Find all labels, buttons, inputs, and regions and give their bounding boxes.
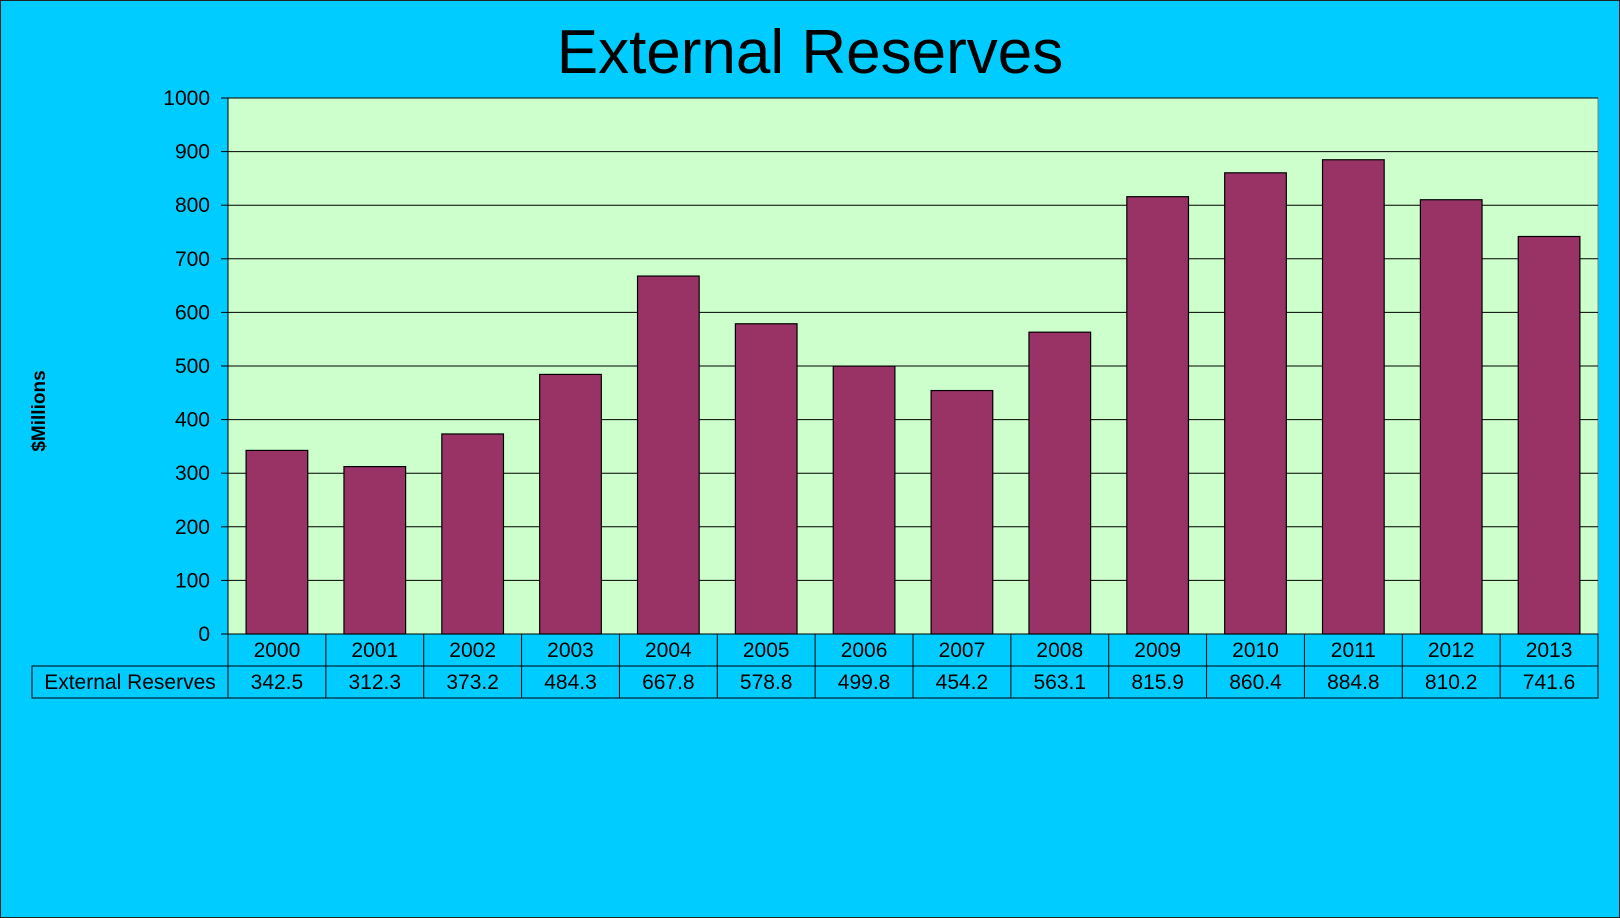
x-tick-label: 2006 xyxy=(841,639,888,662)
y-axis-label: $Millions xyxy=(29,370,50,451)
x-tick-label: 2000 xyxy=(254,639,301,662)
x-tick-label: 2009 xyxy=(1134,639,1181,662)
x-tick-label: 2004 xyxy=(645,639,692,662)
table-value-cell: 454.2 xyxy=(936,671,989,694)
bar-2006 xyxy=(832,365,896,635)
table-value-cell: 860.4 xyxy=(1229,671,1282,694)
x-tick-label: 2012 xyxy=(1428,639,1475,662)
chart-title: External Reserves xyxy=(556,18,1064,87)
bar-2003 xyxy=(539,373,602,635)
y-tick-label: 400 xyxy=(175,409,210,432)
x-tick-label: 2003 xyxy=(547,639,594,662)
bar-2008 xyxy=(1028,331,1092,635)
bar-2009 xyxy=(1126,196,1190,635)
y-tick-label: 900 xyxy=(175,141,210,164)
table-value-cell: 312.3 xyxy=(349,671,402,694)
y-tick-label: 0 xyxy=(198,623,210,646)
y-tick-label: 200 xyxy=(175,516,210,539)
bar-2005 xyxy=(734,323,798,635)
bar-2007 xyxy=(930,389,994,635)
bar-2011 xyxy=(1321,159,1385,635)
x-tick-label: 2007 xyxy=(939,639,986,662)
table-value-cell: 884.8 xyxy=(1327,671,1380,694)
y-tick-label: 700 xyxy=(175,248,210,271)
table-value-cell: 373.2 xyxy=(446,671,499,694)
x-tick-label: 2010 xyxy=(1232,639,1279,662)
table-value-cell: 667.8 xyxy=(642,671,695,694)
table-value-cell: 810.2 xyxy=(1425,671,1478,694)
bar-2010 xyxy=(1224,172,1287,635)
table-value-cell: 563.1 xyxy=(1034,671,1087,694)
bar-2013 xyxy=(1517,235,1581,635)
table-value-cell: 578.8 xyxy=(740,671,793,694)
table-value-cell: 815.9 xyxy=(1131,671,1184,694)
y-tick-label: 1000 xyxy=(163,87,210,110)
y-tick-label: 800 xyxy=(175,194,210,217)
x-tick-label: 2011 xyxy=(1331,639,1376,662)
x-tick-label: 2002 xyxy=(449,639,496,662)
x-tick-label: 2013 xyxy=(1526,639,1573,662)
y-tick-label: 500 xyxy=(175,355,210,378)
y-tick-label: 100 xyxy=(175,569,210,592)
table-value-cell: 484.3 xyxy=(544,671,597,694)
table-value-cell: 741.6 xyxy=(1523,671,1576,694)
x-tick-label: 2001 xyxy=(351,639,398,662)
bar-2012 xyxy=(1419,199,1483,635)
table-row-label: External Reserves xyxy=(44,671,216,694)
x-tick-label: 2005 xyxy=(743,639,790,662)
x-tick-label: 2008 xyxy=(1036,639,1083,662)
bar-2000 xyxy=(245,449,309,635)
table-value-cell: 499.8 xyxy=(838,671,891,694)
y-tick-label: 600 xyxy=(175,301,210,324)
bar-2002 xyxy=(441,433,505,635)
table-value-cell: 342.5 xyxy=(251,671,304,694)
y-tick-label: 300 xyxy=(175,462,210,485)
bar-2004 xyxy=(636,275,700,635)
bar-2001 xyxy=(343,466,407,635)
